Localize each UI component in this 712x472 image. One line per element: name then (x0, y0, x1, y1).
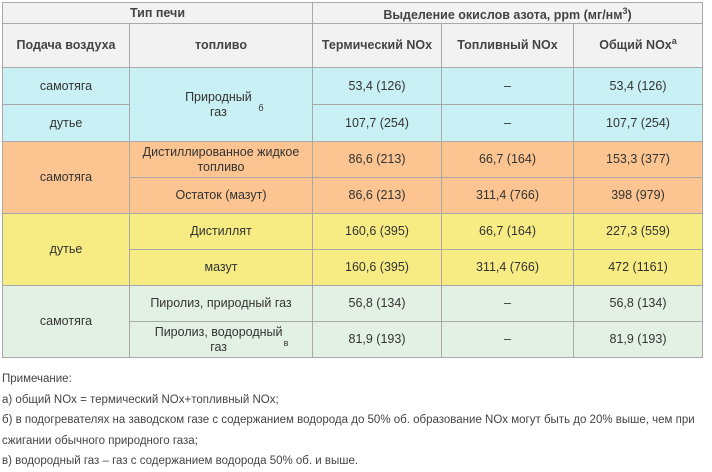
total-cell: 472 (1161) (573, 249, 703, 286)
thermal-cell: 86,6 (213) (312, 177, 442, 214)
header-total-sup: а (671, 35, 677, 46)
thermal-cell: 56,8 (134) (312, 285, 442, 322)
thermal-cell: 160,6 (395) (312, 249, 442, 286)
thermal-cell: 107,7 (254) (312, 104, 442, 142)
total-cell: 153,3 (377) (573, 141, 703, 178)
total-cell: 56,8 (134) (573, 285, 703, 322)
fuel-cell: Остаток (мазут) (129, 177, 313, 214)
header-total-nox: Общий NOxа (573, 23, 703, 68)
total-cell: 53,4 (126) (573, 67, 703, 105)
header-total-text: Общий NOx (599, 38, 672, 52)
table-row: дутье Дистиллят 160,6 (395) 66,7 (164) 2… (2, 213, 703, 286)
note-b: б) в подогревателях на заводском газе с … (2, 414, 695, 447)
fuel-pyrolysis-hydrogen-sup: в (283, 337, 289, 348)
header-emission: Выделение окислов азота, ppm (мг/нм3) (312, 2, 703, 24)
fuel-cell: Пиролиз, водородный газ в (129, 321, 313, 358)
total-cell: 227,3 (559) (573, 213, 703, 250)
fuel-cell: мазут (129, 249, 313, 286)
fuel-pyrolysis-hydrogen: Пиролиз, водородный газ (154, 324, 283, 354)
fuel-natural-gas: Природный газ (185, 89, 252, 119)
header-thermal-nox: Термический NOx (312, 23, 442, 68)
nox-emissions-table: Тип печи Выделение окислов азота, ppm (м… (2, 2, 703, 358)
fuel-cell: Дистиллированное жидкое топливо (129, 141, 313, 178)
total-cell: 107,7 (254) (573, 104, 703, 142)
note-a: а) общий NOx = термический NOx+топливный… (2, 393, 279, 406)
header-air-supply: Подача воздуха (2, 23, 130, 68)
header-emission-text: Выделение окислов азота, ppm (мг/нм (383, 8, 623, 22)
fuel-nox-cell: 66,7 (164) (441, 213, 574, 250)
fuel-nox-cell: – (441, 285, 574, 322)
fuel-nox-cell: – (441, 321, 574, 358)
header-fuel-nox: Топливный NOx (441, 23, 574, 68)
header-row-sub: Подача воздуха топливо Термический NOx Т… (2, 23, 703, 68)
header-row-top: Тип печи Выделение окислов азота, ppm (м… (2, 2, 703, 24)
air-supply-cell: самотяга (2, 67, 130, 105)
thermal-cell: 81,9 (193) (312, 321, 442, 358)
fuel-cell: Природный газ б (129, 67, 313, 142)
table-row: дутье 107,7 (254) – 107,7 (254) (2, 104, 703, 142)
thermal-cell: 86,6 (213) (312, 141, 442, 178)
air-supply-cell: дутье (2, 104, 130, 142)
fuel-nox-cell: – (441, 67, 574, 105)
fuel-cell: Дистиллят (129, 213, 313, 250)
thermal-cell: 160,6 (395) (312, 213, 442, 250)
fuel-nox-cell: 311,4 (766) (441, 177, 574, 214)
fuel-nox-cell: – (441, 104, 574, 142)
header-furnace-type: Тип печи (2, 2, 313, 24)
air-supply-cell: самотяга (2, 141, 130, 214)
header-fuel: топливо (129, 23, 313, 68)
note-c: в) водородный газ – газ с содержанием во… (2, 455, 359, 467)
air-supply-cell: дутье (2, 213, 130, 286)
air-supply-cell: самотяга (2, 285, 130, 358)
fuel-natural-gas-sup: б (258, 102, 264, 113)
table-row: самотяга Дистиллированное жидкое топливо… (2, 141, 703, 214)
table-row: самотяга Пиролиз, природный газ 56,8 (13… (2, 285, 703, 358)
header-emission-sup: 3 (622, 5, 628, 16)
thermal-cell: 53,4 (126) (312, 67, 442, 105)
total-cell: 81,9 (193) (573, 321, 703, 358)
total-cell: 398 (979) (573, 177, 703, 214)
fuel-nox-cell: 311,4 (766) (441, 249, 574, 286)
fuel-cell: Пиролиз, природный газ (129, 285, 313, 322)
notes: Примечание: а) общий NOx = термический N… (2, 369, 708, 472)
notes-title: Примечание: (2, 373, 72, 385)
table-row: мазут 160,6 (395) 311,4 (766) 472 (1161) (2, 249, 703, 286)
table-row: самотяга Природный газ б 53,4 (126) – 53,… (2, 67, 703, 142)
header-emission-end: ) (627, 8, 632, 22)
fuel-nox-cell: 66,7 (164) (441, 141, 574, 178)
